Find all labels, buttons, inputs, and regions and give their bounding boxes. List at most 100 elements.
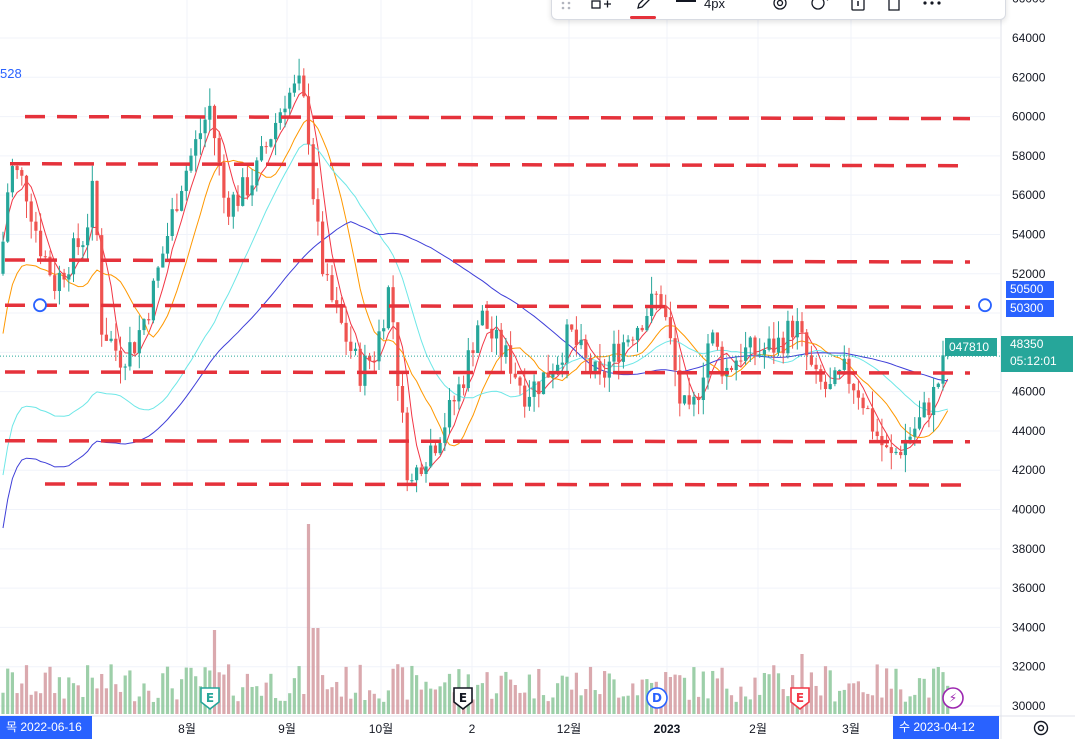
price-axis[interactable]: 30000 32000 34000 36000 38000 40000 42000 44000… xyxy=(1000,0,1046,739)
volume-bar xyxy=(382,701,386,714)
candle-body xyxy=(358,348,362,386)
candle-body xyxy=(485,310,489,329)
volume-bar xyxy=(231,695,235,714)
more-options-icon[interactable] xyxy=(921,0,943,15)
candle-body xyxy=(706,343,710,378)
volume-bar xyxy=(372,693,376,714)
volume-bar xyxy=(311,628,315,714)
volume-bar xyxy=(828,670,832,714)
line-color-icon[interactable] xyxy=(630,0,656,19)
event-marker xyxy=(200,687,220,711)
volume-bar xyxy=(903,701,907,714)
candle-body xyxy=(208,105,212,120)
candle-body xyxy=(306,96,311,145)
candle-body xyxy=(626,339,630,343)
candle-body xyxy=(302,75,306,97)
volume-bar xyxy=(809,672,813,714)
candle-body xyxy=(410,480,414,482)
level-line xyxy=(4,439,971,444)
candle-body xyxy=(429,445,433,467)
volume-bar xyxy=(57,677,61,714)
time-tick-label: 8월 xyxy=(178,722,196,736)
price-tick-label: 38000 xyxy=(1012,542,1046,556)
line-width-button[interactable]: 4px xyxy=(674,0,725,15)
delete-icon[interactable] xyxy=(885,0,903,15)
volume-bar xyxy=(551,697,555,714)
candle-body xyxy=(814,364,818,370)
volume-bar xyxy=(739,686,743,714)
candle-body xyxy=(607,361,611,378)
event-markers[interactable]: E E D E ⚡ xyxy=(200,687,964,711)
event-marker xyxy=(942,687,964,709)
candle-body xyxy=(852,383,856,391)
add-template-icon[interactable] xyxy=(590,0,612,15)
volume-bar xyxy=(415,675,419,714)
candle-body xyxy=(100,235,104,335)
volume-bar xyxy=(344,666,348,714)
volume-bar xyxy=(480,683,484,714)
candle-body xyxy=(772,338,776,353)
volume-bar xyxy=(476,684,480,714)
settings-gear-icon[interactable] xyxy=(769,0,791,15)
drag-handle-icon[interactable] xyxy=(560,0,572,15)
candle-body xyxy=(372,360,376,362)
horizontal-levels[interactable] xyxy=(0,114,1000,487)
candle-body xyxy=(198,133,202,140)
candle-body xyxy=(34,221,38,231)
candle-body xyxy=(189,155,193,171)
volume-bar xyxy=(250,686,254,714)
candle-body xyxy=(781,337,785,354)
alert-add-icon[interactable] xyxy=(809,0,831,15)
volume-bar xyxy=(212,630,217,714)
candle-body xyxy=(396,322,400,386)
candle-body xyxy=(762,349,766,355)
volume-bar xyxy=(772,665,776,714)
level-handle-right xyxy=(978,298,992,313)
drawing-toolbar[interactable]: 4px xyxy=(551,0,1006,20)
volume-bar xyxy=(725,688,729,714)
volume-bar xyxy=(894,668,898,714)
chart-settings-gear-icon[interactable] xyxy=(1030,718,1052,738)
volume-bar xyxy=(814,685,818,714)
candle-body xyxy=(147,319,151,321)
candle-body xyxy=(62,272,66,280)
candle-body xyxy=(786,320,790,354)
candle-body xyxy=(57,272,61,292)
candle-body xyxy=(316,199,320,222)
volume-bar xyxy=(936,666,940,714)
volume-bar xyxy=(471,699,475,714)
last-price-value: 48350 xyxy=(1010,337,1044,351)
volume-bar xyxy=(76,685,80,714)
volume-bar xyxy=(419,689,423,714)
candle-body xyxy=(377,331,381,362)
volume-bar xyxy=(400,667,405,714)
candle-body xyxy=(222,162,226,198)
price-tick-label: 52000 xyxy=(1012,267,1046,281)
candle-body xyxy=(288,92,292,109)
volume-bar xyxy=(302,694,306,714)
volume-bar xyxy=(170,688,174,714)
volume-bar xyxy=(20,683,24,714)
volume-bar xyxy=(123,675,127,714)
volume-bar xyxy=(917,678,922,714)
lock-icon[interactable] xyxy=(849,0,867,15)
volume-bar xyxy=(278,700,282,714)
candle-body xyxy=(494,329,499,339)
candle-body xyxy=(584,339,588,358)
candle-body xyxy=(673,338,677,371)
candle-body xyxy=(532,381,536,397)
candle-body xyxy=(255,160,259,186)
time-tick-label: 2023 xyxy=(654,722,681,736)
candle-body xyxy=(339,303,343,323)
candle-body xyxy=(617,343,621,362)
candle-body xyxy=(95,180,99,236)
level-line xyxy=(4,370,971,375)
volume-bar xyxy=(748,699,752,714)
volume-bar xyxy=(706,698,710,714)
volume-bar xyxy=(245,673,249,714)
candle-body xyxy=(603,371,607,378)
candle-body xyxy=(715,332,719,347)
candle-body xyxy=(53,275,57,292)
volume-bar xyxy=(711,670,715,714)
